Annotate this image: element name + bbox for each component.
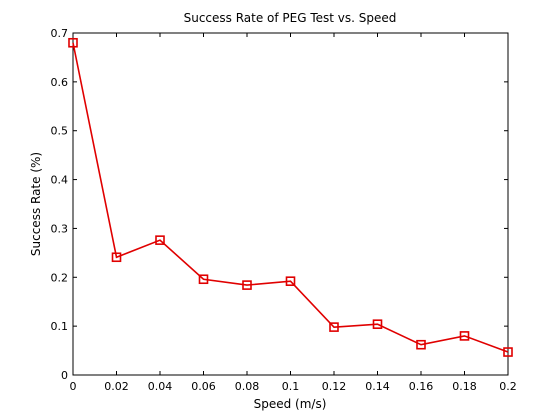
y-axis-label: Success Rate (%) bbox=[29, 152, 43, 256]
data-point-marker bbox=[329, 322, 339, 332]
x-tick-label: 0.16 bbox=[409, 380, 434, 393]
series-line bbox=[72, 42, 509, 353]
series-layer bbox=[68, 37, 513, 357]
data-point-marker bbox=[68, 37, 78, 48]
x-tick-label: 0.14 bbox=[365, 380, 390, 393]
x-tick-label: 0.06 bbox=[191, 380, 216, 393]
x-tick-label: 0 bbox=[70, 380, 77, 393]
data-point-marker bbox=[111, 252, 122, 263]
x-tick-label: 0.1 bbox=[282, 380, 300, 393]
y-tick-label: 0.6 bbox=[51, 76, 69, 89]
x-tick-label: 0.04 bbox=[148, 380, 173, 393]
y-tick-label: 0.1 bbox=[51, 320, 69, 333]
x-tick-label: 0.08 bbox=[235, 380, 260, 393]
y-tick-label: 0.7 bbox=[51, 27, 69, 40]
data-point-marker bbox=[416, 339, 426, 350]
y-axis: 0 0.1 0.2 0.3 0.4 0.5 0.6 0.7 bbox=[51, 27, 508, 382]
data-point-marker bbox=[242, 280, 252, 290]
data-point-marker bbox=[155, 235, 165, 245]
y-tick-label: 0.5 bbox=[51, 125, 69, 138]
chart-title: Success Rate of PEG Test vs. Speed bbox=[184, 11, 397, 25]
x-tick-label: 0.02 bbox=[104, 380, 129, 393]
data-point-marker bbox=[372, 319, 383, 329]
data-point-marker bbox=[285, 276, 296, 286]
x-tick-label: 0.18 bbox=[452, 380, 477, 393]
y-tick-label: 0 bbox=[61, 369, 68, 382]
data-point-marker bbox=[459, 331, 470, 341]
x-tick-label: 0.2 bbox=[499, 380, 517, 393]
x-tick-label: 0.12 bbox=[322, 380, 347, 393]
y-tick-label: 0.2 bbox=[51, 271, 69, 284]
data-point-marker bbox=[198, 274, 209, 285]
x-axis: 0 0.02 0.04 0.06 0.08 0.1 0.12 0.14 0.16 0.18 0.2 bbox=[70, 33, 517, 393]
y-tick-label: 0.4 bbox=[51, 174, 69, 187]
data-point-marker bbox=[503, 347, 513, 357]
y-tick-label: 0.3 bbox=[51, 222, 69, 235]
x-axis-label: Speed (m/s) bbox=[254, 397, 327, 411]
plot-area bbox=[72, 32, 509, 376]
